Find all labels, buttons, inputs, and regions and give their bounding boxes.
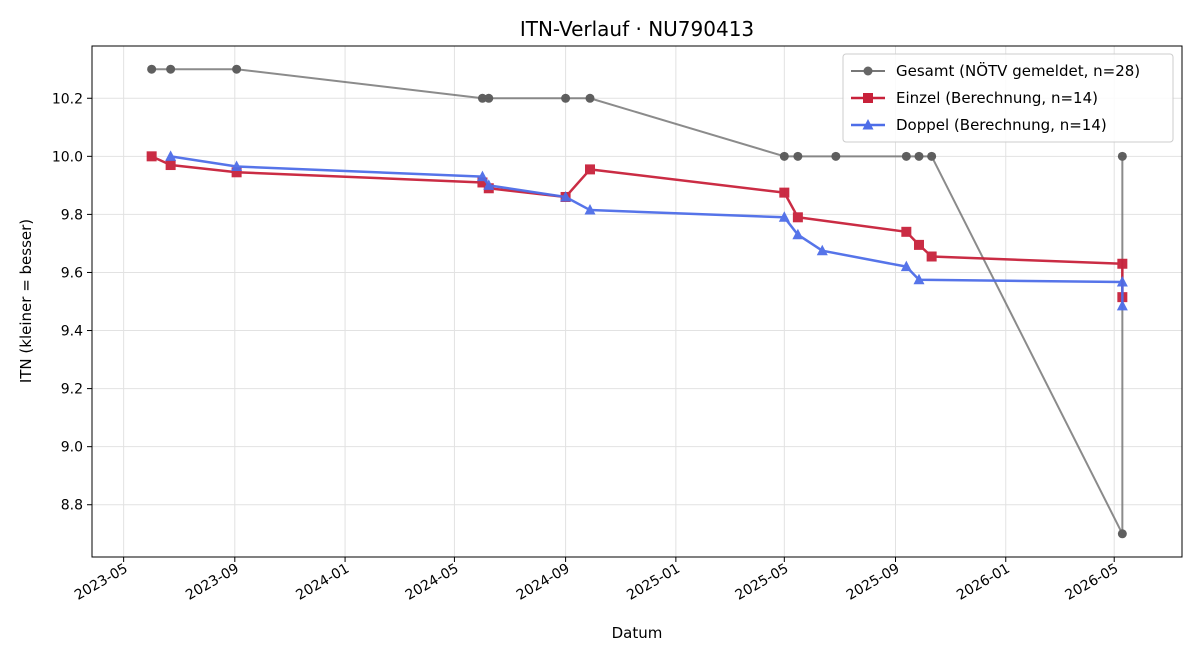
data-point bbox=[584, 204, 596, 215]
data-point bbox=[476, 170, 488, 182]
data-point bbox=[585, 164, 596, 175]
data-point bbox=[913, 273, 925, 285]
grid-layer bbox=[92, 46, 1182, 557]
data-point bbox=[816, 244, 828, 256]
data-point bbox=[231, 160, 243, 171]
legend-label: Gesamt (NÖTV gemeldet, n=28) bbox=[896, 61, 1140, 80]
chart-title: ITN-Verlauf · NU790413 bbox=[520, 17, 754, 41]
data-point bbox=[477, 177, 488, 188]
data-point bbox=[779, 187, 790, 198]
series-triangle bbox=[165, 150, 1128, 311]
data-point bbox=[483, 179, 495, 190]
legend: Gesamt (NÖTV gemeldet, n=28) Einzel (Bere… bbox=[842, 53, 1174, 143]
data-point bbox=[1117, 258, 1128, 269]
series-circle bbox=[147, 64, 1127, 539]
legend-marker bbox=[863, 66, 873, 76]
x-tick-label: 2025-05 bbox=[733, 561, 792, 604]
data-point bbox=[1117, 151, 1127, 161]
data-point bbox=[927, 151, 937, 161]
y-axis-label: ITN (kleiner = besser) bbox=[17, 219, 35, 383]
data-point bbox=[913, 239, 924, 250]
y-tick-label: 9.6 bbox=[61, 265, 83, 281]
y-tick-label: 9.4 bbox=[61, 324, 83, 340]
y-tick-label: 10.2 bbox=[52, 91, 83, 107]
x-tick-label: 2024-05 bbox=[403, 561, 462, 604]
data-point bbox=[778, 211, 790, 222]
x-tick-label: 2025-09 bbox=[844, 561, 903, 604]
data-point bbox=[914, 151, 924, 161]
data-point bbox=[477, 93, 487, 103]
data-point bbox=[165, 160, 176, 171]
data-point bbox=[585, 93, 595, 103]
data-point bbox=[901, 151, 911, 161]
data-point bbox=[165, 150, 177, 161]
legend-label: Einzel (Berechnung, n=14) bbox=[896, 89, 1098, 107]
data-point bbox=[484, 93, 494, 103]
y-tick-label: 9.2 bbox=[61, 382, 83, 398]
x-tick-label: 2024-09 bbox=[514, 561, 573, 604]
x-tick-label: 2025-01 bbox=[624, 561, 683, 604]
data-point bbox=[147, 64, 157, 74]
data-point bbox=[779, 151, 789, 161]
x-tick-label: 2023-05 bbox=[72, 561, 131, 604]
data-point bbox=[166, 64, 176, 74]
data-point bbox=[1116, 276, 1128, 287]
x-tick-label: 2023-09 bbox=[183, 561, 242, 604]
data-point bbox=[231, 167, 242, 178]
series-layer bbox=[146, 64, 1128, 539]
data-point bbox=[560, 190, 572, 202]
x-axis-label: Datum bbox=[612, 624, 663, 642]
y-tick-label: 10.0 bbox=[52, 149, 83, 165]
data-point bbox=[792, 228, 804, 240]
legend-box bbox=[842, 53, 1174, 143]
x-tick-label: 2026-01 bbox=[954, 561, 1013, 604]
y-tick-label: 9.0 bbox=[61, 440, 83, 456]
data-point bbox=[561, 93, 571, 103]
y-tick-label: 9.8 bbox=[61, 207, 83, 223]
y-tick-label: 8.8 bbox=[61, 498, 83, 514]
data-point bbox=[146, 151, 157, 162]
series-line bbox=[151, 155, 1124, 298]
data-point bbox=[926, 251, 937, 262]
data-point bbox=[831, 151, 841, 161]
x-tick-label: 2026-05 bbox=[1063, 561, 1122, 604]
x-tick-label: 2024-01 bbox=[293, 561, 352, 604]
data-point bbox=[792, 212, 803, 223]
data-point bbox=[1117, 529, 1127, 539]
data-point bbox=[793, 151, 803, 161]
plot-frame bbox=[91, 45, 1183, 558]
data-point bbox=[1116, 299, 1128, 311]
data-point bbox=[900, 260, 912, 272]
legend-marker bbox=[862, 119, 874, 130]
legend-marker bbox=[863, 93, 873, 103]
data-point bbox=[901, 226, 912, 237]
legend-label: Doppel (Berechnung, n=14) bbox=[896, 116, 1107, 134]
data-point bbox=[232, 64, 242, 74]
series-line bbox=[170, 155, 1124, 306]
